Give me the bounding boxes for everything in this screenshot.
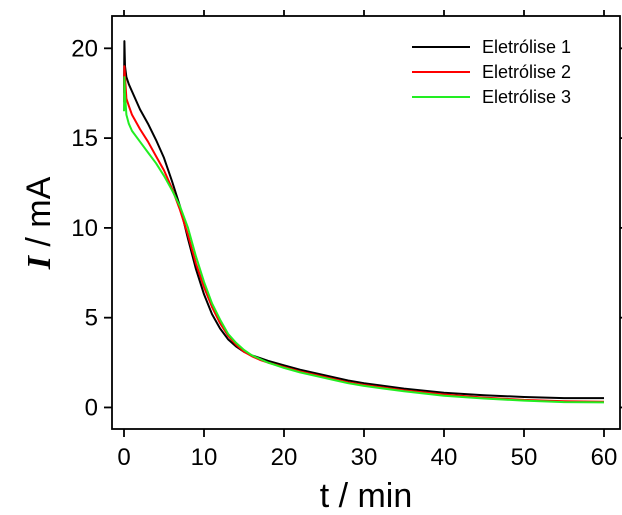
legend-label-1: Eletrólise 1 <box>482 37 571 57</box>
x-tick-label: 50 <box>511 444 538 471</box>
y-axis-symbol: I <box>21 254 58 270</box>
y-tick-label: 0 <box>85 394 98 421</box>
series-line-2 <box>123 65 605 403</box>
x-tick-label: 60 <box>591 444 618 471</box>
y-tick-label: 20 <box>71 35 98 62</box>
x-tick-label: 30 <box>351 444 378 471</box>
x-tick-label: 10 <box>191 444 218 471</box>
y-tick-label: 10 <box>71 215 98 242</box>
series-line-1 <box>123 40 604 400</box>
y-tick-label: 5 <box>85 305 98 332</box>
legend-label-3: Eletrólise 3 <box>482 87 571 107</box>
y-tick-label: 15 <box>71 125 98 152</box>
x-tick-label: 0 <box>117 444 130 471</box>
x-axis-title: t / min <box>320 477 413 515</box>
plot-frame <box>111 15 621 430</box>
y-axis-unit: / mA <box>20 176 58 256</box>
x-tick-label: 40 <box>431 444 458 471</box>
series-line-3 <box>123 76 605 404</box>
y-axis-title: I / mA <box>20 176 58 270</box>
x-tick-label: 20 <box>271 444 298 471</box>
legend-label-2: Eletrólise 2 <box>482 62 571 82</box>
